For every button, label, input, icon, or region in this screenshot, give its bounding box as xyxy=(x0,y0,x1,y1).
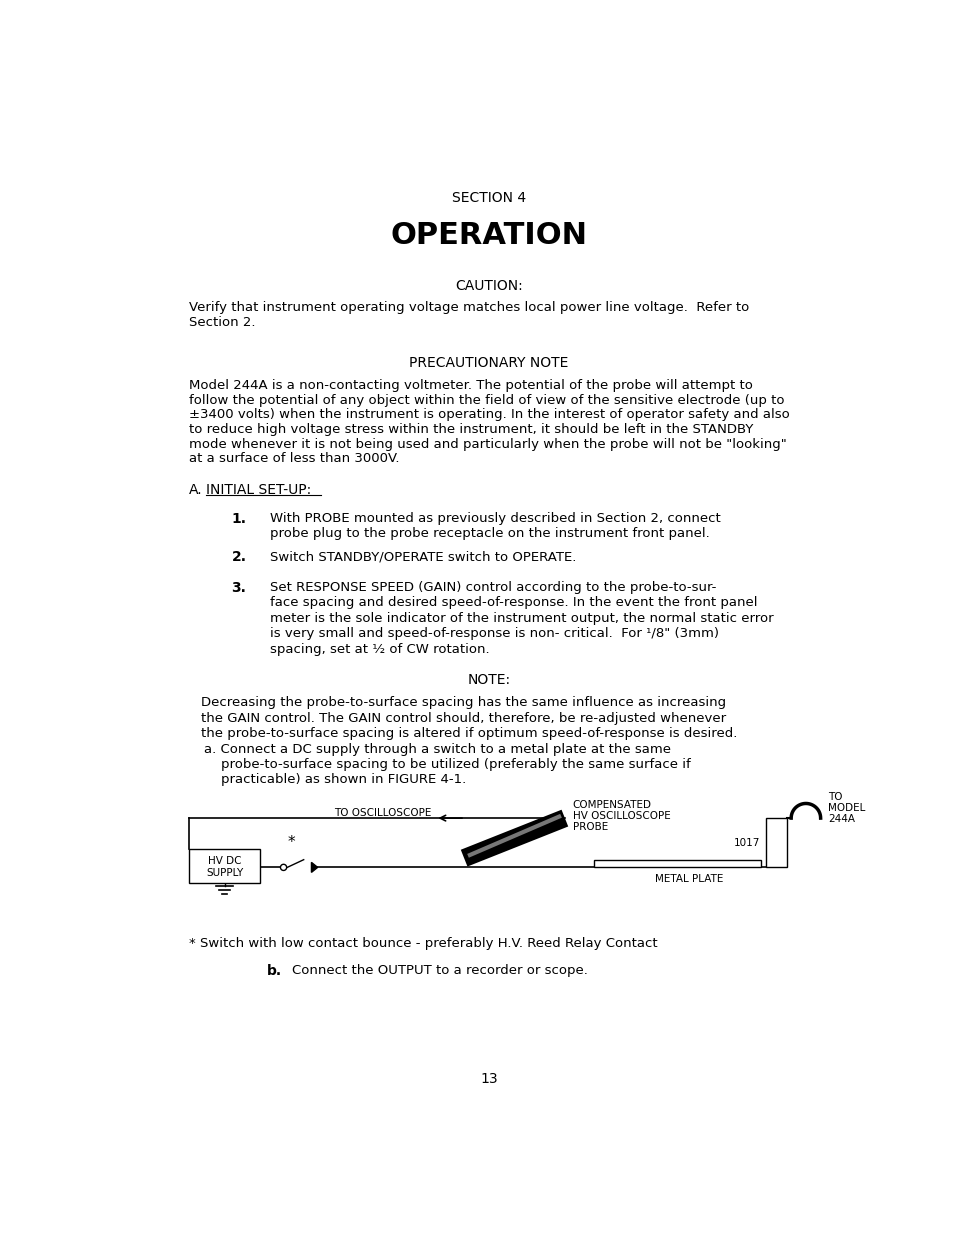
Text: face spacing and desired speed-of-response. In the event the front panel: face spacing and desired speed-of-respon… xyxy=(270,597,757,609)
Text: ±3400 volts) when the instrument is operating. In the interest of operator safet: ±3400 volts) when the instrument is oper… xyxy=(189,409,789,421)
Text: A.: A. xyxy=(189,483,202,498)
Text: HV OSCILLOSCOPE: HV OSCILLOSCOPE xyxy=(572,811,670,821)
Text: probe plug to the probe receptacle on the instrument front panel.: probe plug to the probe receptacle on th… xyxy=(270,527,709,540)
Text: to reduce high voltage stress within the instrument, it should be left in the ST: to reduce high voltage stress within the… xyxy=(189,424,753,436)
Text: probe-to-surface spacing to be utilized (preferably the same surface if: probe-to-surface spacing to be utilized … xyxy=(204,758,691,771)
Text: * Switch with low contact bounce - preferably H.V. Reed Relay Contact: * Switch with low contact bounce - prefe… xyxy=(189,936,657,950)
Text: CAUTION:: CAUTION: xyxy=(455,279,522,293)
Text: is very small and speed-of-response is non- critical.  For ¹/8" (3mm): is very small and speed-of-response is n… xyxy=(270,627,719,640)
Text: SUPPLY: SUPPLY xyxy=(206,868,243,878)
Bar xyxy=(593,860,760,867)
Text: follow the potential of any object within the field of view of the sensitive ele: follow the potential of any object withi… xyxy=(189,394,783,406)
Text: mode whenever it is not being used and particularly when the probe will not be ": mode whenever it is not being used and p… xyxy=(189,437,786,451)
Text: OPERATION: OPERATION xyxy=(390,221,587,251)
Text: the probe-to-surface spacing is altered if optimum speed-of-response is desired.: the probe-to-surface spacing is altered … xyxy=(200,727,737,740)
Text: a. Connect a DC supply through a switch to a metal plate at the same: a. Connect a DC supply through a switch … xyxy=(204,742,671,756)
Text: 1017: 1017 xyxy=(733,837,760,847)
Text: the GAIN control. The GAIN control should, therefore, be re-adjusted whenever: the GAIN control. The GAIN control shoul… xyxy=(200,711,725,725)
Text: TO: TO xyxy=(827,793,842,803)
Text: Verify that instrument operating voltage matches local power line voltage.  Refe: Verify that instrument operating voltage… xyxy=(189,300,748,314)
Text: Set RESPONSE SPEED (GAIN) control according to the probe-to-sur-: Set RESPONSE SPEED (GAIN) control accord… xyxy=(270,580,716,594)
Bar xyxy=(765,818,786,867)
Text: 2.: 2. xyxy=(232,550,247,564)
Bar xyxy=(189,848,260,883)
Text: Switch STANDBY/OPERATE switch to OPERATE.: Switch STANDBY/OPERATE switch to OPERATE… xyxy=(270,550,577,563)
Text: Decreasing the probe-to-surface spacing has the same influence as increasing: Decreasing the probe-to-surface spacing … xyxy=(200,697,725,709)
Text: Model 244A is a non-contacting voltmeter. The potential of the probe will attemp: Model 244A is a non-contacting voltmeter… xyxy=(189,379,752,393)
Text: NOTE:: NOTE: xyxy=(467,673,510,688)
Text: TO OSCILLOSCOPE: TO OSCILLOSCOPE xyxy=(334,809,431,819)
Text: PROBE: PROBE xyxy=(572,823,607,832)
Text: practicable) as shown in FIGURE 4-1.: practicable) as shown in FIGURE 4-1. xyxy=(204,773,466,787)
Text: 3.: 3. xyxy=(232,580,246,595)
Text: meter is the sole indicator of the instrument output, the normal static error: meter is the sole indicator of the instr… xyxy=(270,611,773,625)
Text: Connect the OUTPUT to a recorder or scope.: Connect the OUTPUT to a recorder or scop… xyxy=(292,965,587,977)
Text: 244A: 244A xyxy=(827,814,855,824)
Text: With PROBE mounted as previously described in Section 2, connect: With PROBE mounted as previously describ… xyxy=(270,511,720,525)
Text: SECTION 4: SECTION 4 xyxy=(452,190,525,205)
Text: MODEL: MODEL xyxy=(827,803,864,813)
Text: *: * xyxy=(287,835,294,850)
Text: METAL PLATE: METAL PLATE xyxy=(654,874,722,884)
Polygon shape xyxy=(311,862,317,872)
Text: PRECAUTIONARY NOTE: PRECAUTIONARY NOTE xyxy=(409,356,568,370)
Text: spacing, set at ½ of CW rotation.: spacing, set at ½ of CW rotation. xyxy=(270,642,490,656)
Text: at a surface of less than 3000V.: at a surface of less than 3000V. xyxy=(189,452,399,466)
Text: INITIAL SET-UP:: INITIAL SET-UP: xyxy=(206,483,311,498)
Text: Section 2.: Section 2. xyxy=(189,316,255,329)
Text: COMPENSATED: COMPENSATED xyxy=(572,800,651,810)
Text: 1.: 1. xyxy=(232,511,247,526)
Text: HV DC: HV DC xyxy=(208,856,241,866)
Text: 13: 13 xyxy=(479,1072,497,1087)
Text: b.: b. xyxy=(266,965,281,978)
